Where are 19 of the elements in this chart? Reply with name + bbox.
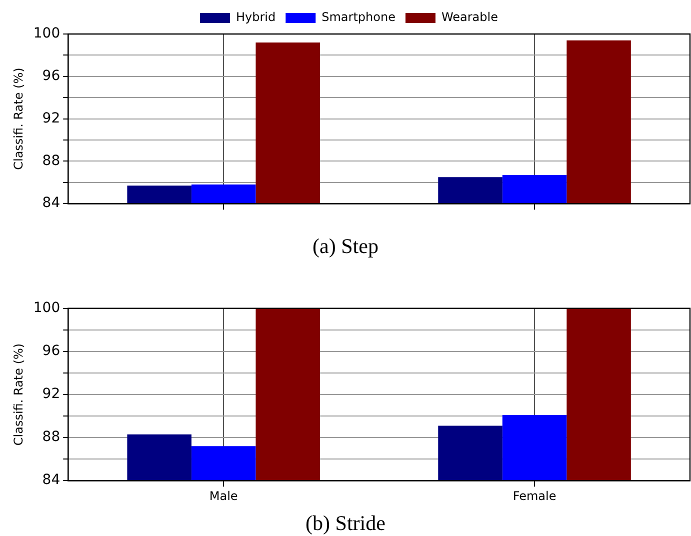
y-tick-label: 84 — [42, 195, 60, 212]
legend-label: Smartphone — [322, 10, 396, 24]
y-tick-label: 88 — [42, 152, 60, 169]
y-tick-label: 100 — [33, 300, 60, 316]
y-axis-title: Classifi. Rate (%) — [11, 343, 26, 446]
y-tick-label: 96 — [42, 343, 60, 360]
y-tick-label: 92 — [42, 110, 60, 126]
legend-label: Wearable — [441, 10, 498, 24]
y-axis-title: Classifi. Rate (%) — [11, 68, 26, 170]
y-tick-label: 92 — [42, 386, 60, 402]
y-tick-label: 84 — [42, 472, 60, 488]
y-tick-label: 96 — [42, 68, 60, 84]
text: (b) Stride — [304, 511, 386, 536]
legend-label: Hybrid — [236, 10, 276, 24]
y-tick-label: 100 — [33, 26, 60, 42]
x-tick-label: Male — [209, 488, 238, 503]
text: (a) Step — [312, 234, 380, 259]
y-tick-label: 88 — [42, 429, 60, 446]
x-tick-label: Female — [512, 488, 556, 503]
